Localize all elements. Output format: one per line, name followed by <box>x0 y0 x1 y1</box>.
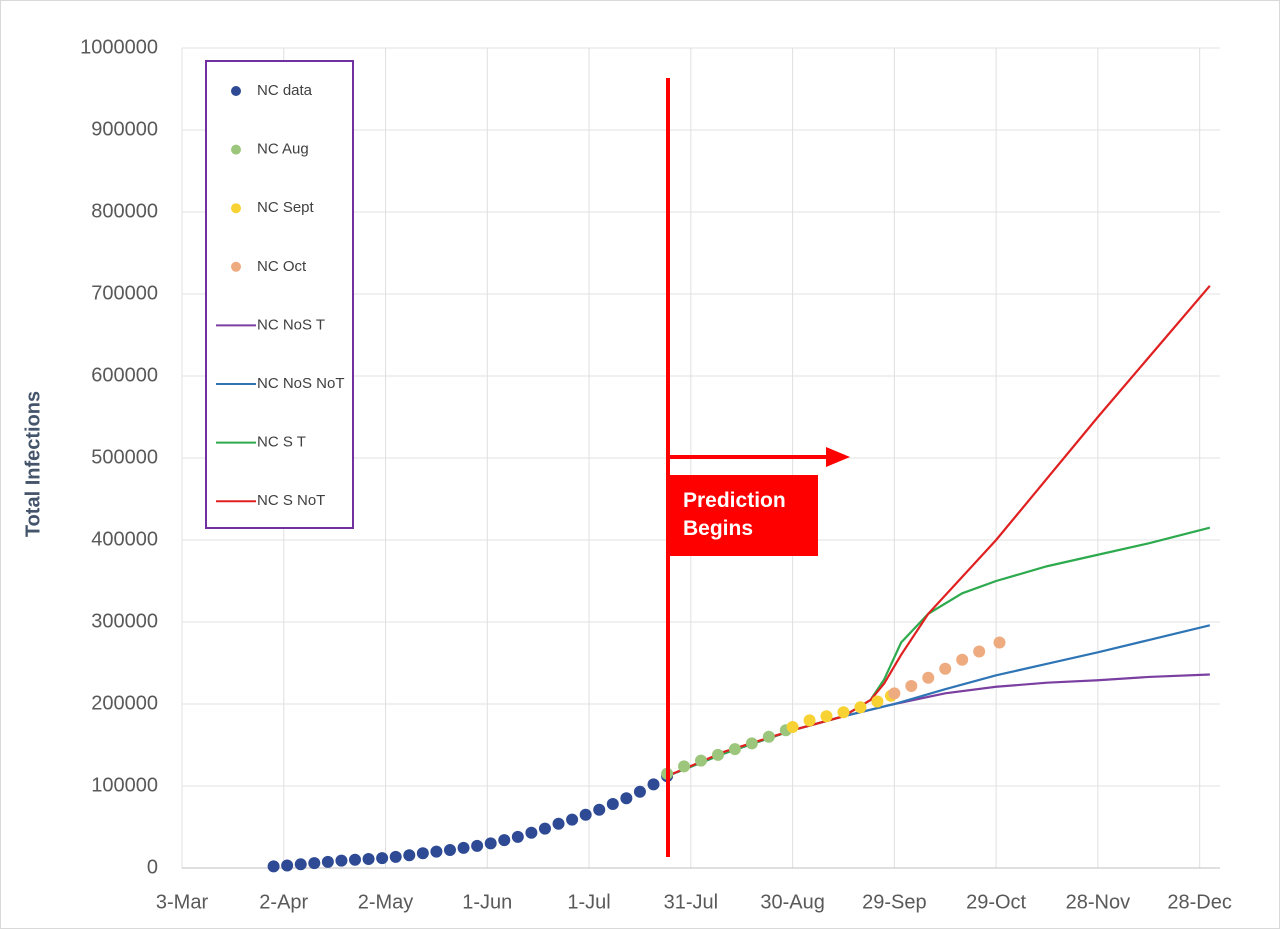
data-point <box>762 730 775 743</box>
data-point <box>711 748 724 761</box>
data-point <box>803 714 816 727</box>
x-tick-label: 28-Dec <box>1167 891 1231 913</box>
x-tick-label: 1-Jul <box>567 891 610 913</box>
data-point <box>430 845 443 858</box>
y-tick-label: 600000 <box>91 364 158 386</box>
data-point <box>267 860 280 873</box>
y-tick-label: 100000 <box>91 774 158 796</box>
data-point <box>511 830 524 843</box>
legend-label: NC S T <box>257 434 306 451</box>
y-tick-label: 800000 <box>91 200 158 222</box>
x-tick-label: 3-Mar <box>156 891 209 913</box>
legend-label: NC NoS T <box>257 316 325 333</box>
data-point <box>695 754 707 767</box>
x-tick-label: 30-Aug <box>760 891 825 913</box>
data-point <box>321 855 334 868</box>
data-point <box>281 859 294 872</box>
y-tick-label: 200000 <box>91 692 158 714</box>
x-tick-label: 1-Jun <box>462 891 512 913</box>
data-point <box>837 706 850 719</box>
annotation: Prediction Begins <box>669 475 818 556</box>
legend-marker <box>231 86 241 96</box>
data-point <box>922 671 935 684</box>
x-tick-label: 2-Apr <box>259 891 308 913</box>
data-point <box>335 854 348 867</box>
y-axis-label: Total Infections <box>22 391 44 537</box>
data-point <box>905 679 918 692</box>
data-point <box>403 849 416 862</box>
data-point <box>678 760 691 773</box>
grid: 0 100000 200000 300000 400000 500000 600000 700… <box>80 36 1232 913</box>
legend-label: NC Oct <box>257 258 307 275</box>
data-point <box>484 837 497 850</box>
y-tick-label: 0 <box>147 856 158 878</box>
legend-marker <box>231 144 241 155</box>
x-tick-label: 29-Oct <box>966 891 1026 913</box>
data-point <box>443 843 456 856</box>
x-tick-label: 31-Jul <box>664 891 718 913</box>
y-tick-label: 300000 <box>91 610 158 632</box>
legend-label: NC Aug <box>257 141 309 158</box>
data-point <box>566 813 579 826</box>
x-tick-label: 28-Nov <box>1066 891 1130 913</box>
data-point <box>647 778 660 791</box>
data-point <box>416 847 429 860</box>
y-tick-label: 1000000 <box>80 36 158 58</box>
data-point <box>349 853 361 866</box>
data-point <box>579 808 592 821</box>
legend-box <box>205 60 354 529</box>
data-point <box>786 720 799 733</box>
data-point <box>973 645 986 658</box>
data-point <box>854 701 867 714</box>
data-point <box>620 792 633 805</box>
marks <box>267 285 1211 873</box>
data-point <box>471 839 484 852</box>
legend-label: NC data <box>257 82 313 99</box>
data-point <box>993 636 1006 649</box>
arrow-head <box>826 447 850 467</box>
data-point <box>939 662 952 675</box>
data-point <box>871 695 884 708</box>
data-point <box>362 852 375 865</box>
data-point <box>888 687 901 700</box>
legend-label: NC S NoT <box>257 492 325 509</box>
y-tick-label: 700000 <box>91 282 158 304</box>
legend-marker <box>231 203 241 214</box>
legend-marker <box>231 261 241 272</box>
data-point <box>606 798 619 811</box>
x-tick-label: 2-May <box>358 891 414 913</box>
data-point <box>745 737 758 750</box>
y-tick-label: 400000 <box>91 528 158 550</box>
legend-label: NC NoS NoT <box>257 375 345 392</box>
data-point <box>294 858 307 871</box>
data-point <box>820 710 833 723</box>
data-point <box>728 743 741 756</box>
data-point <box>457 841 470 854</box>
data-point <box>956 653 969 666</box>
data-point <box>389 850 402 863</box>
y-tick-label: 900000 <box>91 118 158 140</box>
data-point <box>308 857 321 870</box>
data-point <box>593 803 606 816</box>
data-point <box>376 852 389 865</box>
data-point <box>538 822 551 835</box>
data-point <box>525 826 538 839</box>
y-tick-label: 500000 <box>91 446 158 468</box>
x-tick-label: 29-Sep <box>862 891 927 913</box>
data-point <box>552 817 565 830</box>
legend-label: NC Sept <box>257 199 315 216</box>
data-point <box>633 785 646 798</box>
legend: NC data NC Aug NC Sept NC Oct NC NoS T NC NoS… <box>216 82 345 509</box>
data-point <box>498 834 511 847</box>
